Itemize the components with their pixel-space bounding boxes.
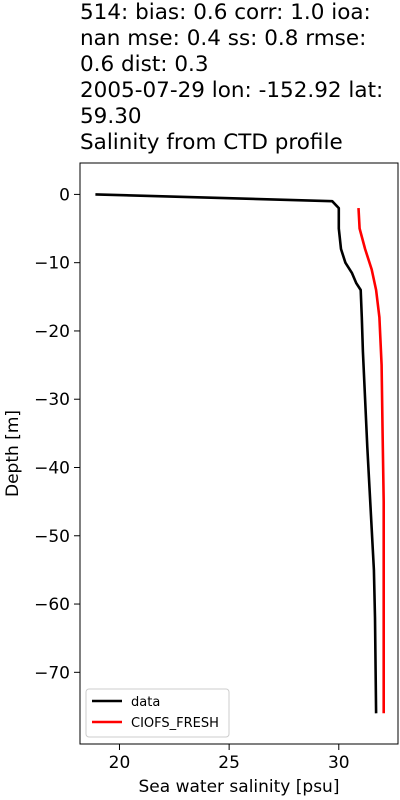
legend: data CIOFS_FRESH: [85, 688, 230, 738]
x-tick-label: 25: [218, 753, 240, 773]
y-tick-label: −30: [34, 390, 70, 410]
series-line-data: [95, 193, 378, 714]
legend-label: data: [131, 695, 160, 710]
y-tick-label: −50: [34, 527, 70, 547]
x-axis-ticks: 20 25 30: [109, 744, 350, 773]
y-tick-label: 0: [59, 185, 70, 205]
legend-label: CIOFS_FRESH: [131, 716, 219, 731]
y-tick-label: −40: [34, 458, 70, 478]
x-tick-label: 20: [109, 753, 131, 773]
chart-title: 514: bias: 0.6 corr: 1.0 ioa: nan mse: 0…: [80, 0, 384, 155]
y-axis-label: Depth [m]: [3, 410, 23, 497]
y-tick-label: −60: [34, 595, 70, 615]
series-layer: [95, 193, 386, 714]
x-axis-label: Sea water salinity [psu]: [139, 777, 340, 797]
y-tick-label: −10: [34, 254, 70, 274]
y-axis-ticks: 0 −10 −20 −30 −40 −50 −60 −70: [34, 185, 80, 683]
y-tick-label: −70: [34, 663, 70, 683]
series-line-ciofs-fresh: [357, 208, 386, 714]
plot-area: [79, 162, 399, 745]
x-tick-label: 30: [328, 753, 350, 773]
y-tick-label: −20: [34, 322, 70, 342]
